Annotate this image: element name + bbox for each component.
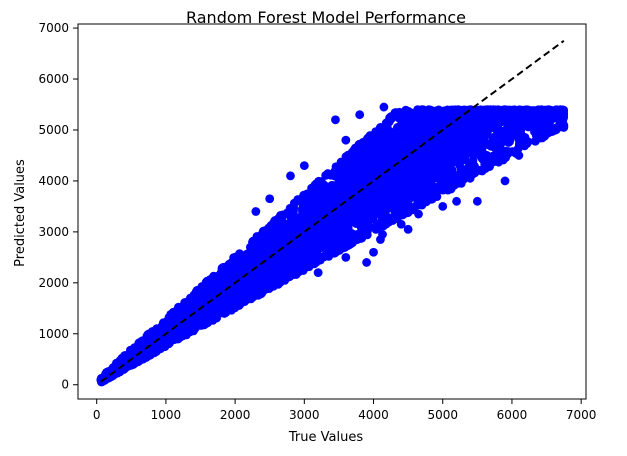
scatter-point: [482, 150, 492, 160]
scatter-point: [456, 164, 466, 174]
scatter-point: [497, 133, 507, 143]
scatter-point: [285, 208, 295, 218]
scatter-point: [480, 138, 490, 148]
scatter-point: [406, 204, 416, 214]
scatter-point: [289, 198, 299, 208]
scatter-point: [453, 131, 462, 141]
chart-title: Random Forest Model Performance: [186, 8, 466, 27]
scatter-point: [363, 224, 373, 234]
scatter-point: [344, 167, 354, 177]
scatter-point: [211, 312, 220, 321]
scatter-point: [461, 171, 471, 181]
scatter-point: [266, 276, 275, 285]
scatter-point: [427, 173, 436, 183]
scatter-point: [332, 166, 342, 175]
scatter-point: [460, 151, 470, 161]
scatter-point: [516, 125, 526, 135]
scatter-point: [405, 168, 415, 178]
scatter-point: [230, 303, 240, 313]
scatter-point: [379, 207, 388, 216]
scatter-point: [372, 190, 382, 200]
scatter-point: [498, 154, 508, 164]
scatter-point: [299, 241, 309, 251]
scatter-point: [316, 223, 326, 232]
scatter-point: [343, 213, 352, 222]
scatter-point: [386, 112, 396, 121]
points-layer: [96, 102, 569, 387]
scatter-point: [491, 121, 501, 131]
scatter-point: [381, 143, 391, 153]
scatter-point: [367, 154, 377, 164]
scatter-point: [463, 164, 472, 173]
scatter-point: [401, 135, 411, 145]
scatter-point: [370, 223, 380, 232]
scatter-point: [325, 170, 335, 180]
scatter-point: [246, 285, 256, 294]
scatter-point: [201, 278, 211, 288]
scatter-point: [245, 242, 255, 252]
scatter-point: [392, 210, 402, 220]
scatter-point: [445, 168, 455, 178]
scatter-point: [504, 147, 513, 156]
scatter-point: [530, 136, 540, 146]
scatter-point: [324, 251, 334, 261]
scatter-point: [310, 199, 320, 208]
scatter-point: [415, 120, 424, 130]
scatter-point: [335, 226, 345, 236]
scatter-point: [285, 270, 295, 280]
scatter-point: [318, 231, 328, 241]
scatter-point: [233, 256, 243, 266]
scatter-point: [356, 229, 366, 239]
scatter-point: [352, 154, 362, 163]
scatter-point: [483, 125, 493, 135]
scatter-point: [344, 179, 354, 188]
scatter-point: [366, 196, 376, 206]
scatter-point: [257, 288, 267, 298]
scatter-point: [388, 137, 398, 147]
scatter-point: [322, 187, 332, 196]
scatter-point: [362, 189, 372, 199]
scatter-point: [495, 142, 505, 152]
scatter-point: [366, 137, 376, 147]
scatter-point: [417, 200, 427, 210]
scatter-point: [300, 249, 309, 259]
scatter-point: [360, 147, 369, 157]
scatter-point: [473, 165, 482, 175]
scatter-point: [399, 189, 408, 198]
scatter-point: [453, 143, 462, 153]
scatter-point: [316, 255, 325, 265]
scatter-point: [336, 242, 346, 252]
scatter-point: [488, 135, 498, 145]
scatter-point: [503, 129, 513, 139]
